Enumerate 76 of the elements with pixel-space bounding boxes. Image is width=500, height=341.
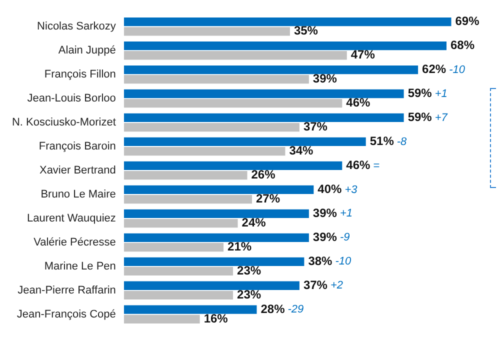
bar: [124, 89, 404, 98]
data-label: 59%: [408, 86, 432, 100]
data-label: 39%: [312, 72, 338, 86]
bar: [124, 242, 224, 252]
data-label: 51%: [370, 134, 394, 148]
bar: [124, 75, 309, 84]
data-label: 46%: [346, 158, 370, 172]
data-label: 47%: [350, 48, 376, 62]
data-label: 26%: [251, 168, 276, 182]
y-tick-label: Bruno Le Maire: [40, 188, 116, 201]
data-label: 37%: [303, 278, 328, 292]
annotation: -10: [449, 64, 466, 76]
bar: [124, 290, 234, 300]
annotation: +1: [340, 208, 352, 220]
data-label: 59%: [408, 110, 432, 124]
bar: [124, 41, 447, 50]
bar: [124, 99, 342, 108]
y-tick-label: N. Kosciusko-Morizet: [12, 116, 116, 129]
bar: [124, 266, 234, 276]
bar: [124, 209, 309, 218]
annotation: -10: [335, 256, 352, 268]
data-label: 69%: [455, 14, 480, 28]
bar: [124, 17, 452, 26]
bar: [124, 233, 309, 242]
annotation: +7: [434, 112, 448, 124]
data-label: 39%: [312, 230, 338, 244]
bar: [124, 51, 347, 60]
bar: [124, 113, 404, 122]
data-label: 37%: [303, 120, 328, 134]
annotation: -8: [396, 136, 408, 148]
y-tick-label: Jean-Louis Borloo: [27, 92, 116, 105]
data-label: 34%: [289, 144, 314, 158]
data-label: 21%: [228, 240, 252, 254]
annotation: +2: [330, 280, 344, 292]
annotation: +3: [344, 184, 358, 196]
annotation: =: [373, 160, 380, 172]
data-label: 23%: [237, 264, 262, 278]
bar: [124, 185, 314, 194]
y-tick-label: Valérie Pécresse: [34, 236, 116, 248]
data-label: 62%: [422, 62, 446, 76]
data-label: 38%: [308, 254, 333, 268]
y-tick-label: Marine Le Pen: [44, 260, 116, 272]
y-tick-label: Alain Juppé: [58, 44, 116, 57]
data-label: 68%: [450, 38, 475, 52]
annotation: -9: [340, 232, 350, 244]
y-tick-label: Jean-François Copé: [16, 308, 116, 320]
y-tick-label: François Baroin: [38, 140, 116, 153]
bar: [124, 257, 304, 266]
data-label: 24%: [242, 216, 266, 230]
bar: [124, 65, 418, 74]
data-label: 23%: [237, 288, 262, 302]
annotation: -29: [288, 304, 304, 316]
y-tick-label: Nicolas Sarkozy: [37, 20, 116, 33]
y-tick-label: François Fillon: [44, 68, 116, 81]
bar: [124, 305, 257, 314]
data-label: 35%: [294, 24, 318, 38]
data-label: 46%: [346, 96, 370, 110]
y-tick-label: Xavier Bertrand: [39, 164, 116, 177]
bar: [124, 281, 300, 290]
data-label: 16%: [204, 312, 228, 326]
data-label: 28%: [260, 302, 286, 316]
bar: [124, 161, 342, 170]
bar: [124, 146, 286, 156]
data-label: 39%: [312, 206, 338, 220]
bar: [124, 218, 238, 228]
y-tick-label: Jean-Pierre Raffarin: [18, 284, 116, 296]
bar: [124, 194, 252, 204]
bar: [124, 314, 200, 324]
data-label: 27%: [256, 192, 280, 206]
bar: [124, 123, 300, 132]
y-tick-label: Laurent Wauquiez: [27, 212, 116, 224]
data-label: 40%: [318, 182, 342, 196]
bar: [124, 27, 290, 36]
annotation: +1: [434, 88, 448, 100]
bar: [124, 170, 248, 180]
bar: [124, 137, 366, 146]
